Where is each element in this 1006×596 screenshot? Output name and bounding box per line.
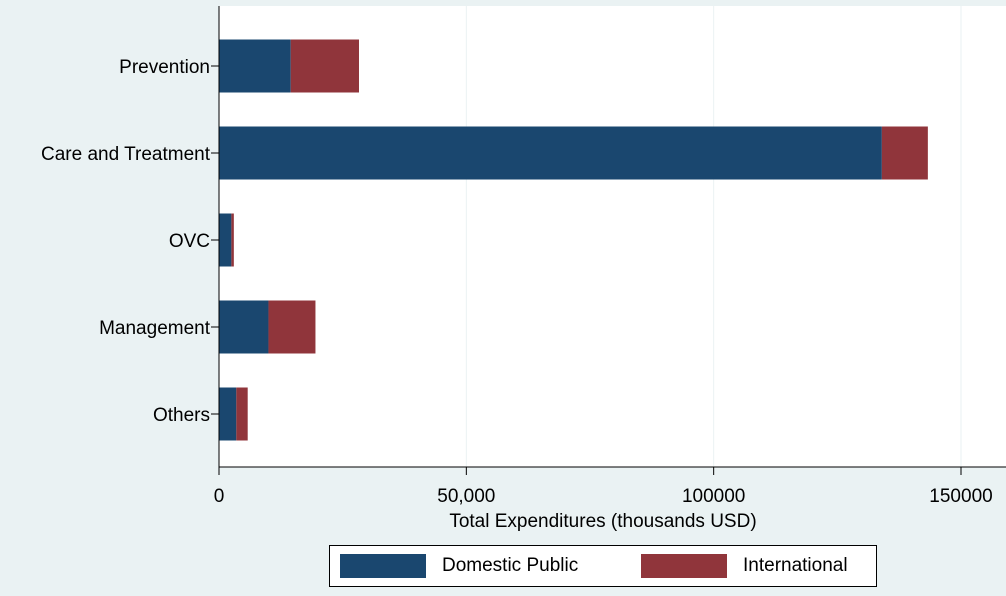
grid-lines [465, 6, 962, 467]
x-tick-label-50000: 50,000 [437, 486, 495, 507]
bar-ovc-domestic-public [219, 213, 232, 267]
y-tick-label-ovc: OVC [169, 231, 210, 252]
bar-management-international [268, 300, 316, 354]
x-axis-label: Total Expenditures (thousands USD) [449, 511, 756, 532]
bar-prevention-domestic-public [219, 39, 291, 93]
bar-others-domestic-public [219, 387, 237, 441]
bar-prevention-international [290, 39, 359, 93]
legend-item-international: International [641, 546, 848, 586]
x-tick-label-150000: 150000 [929, 486, 992, 507]
y-tick-label-care-and-treatment: Care and Treatment [41, 144, 211, 165]
y-tick-label-prevention: Prevention [119, 57, 210, 78]
y-tick-label-others: Others [153, 405, 210, 426]
x-tick-labels: 0 50,000 100000 150000 [214, 467, 993, 507]
bar-others-international [236, 387, 248, 441]
bar-care-and-treatment-domestic-public [219, 126, 882, 180]
legend-label-international: International [743, 555, 848, 576]
bar-care-and-treatment-international [881, 126, 928, 180]
bar-management-domestic-public [219, 300, 269, 354]
y-tick-labels: Prevention Care and Treatment OVC Managemen… [41, 57, 219, 426]
legend-swatch-domestic-public [340, 554, 426, 578]
legend-swatch-international [641, 554, 727, 578]
legend-item-domestic-public: Domestic Public [340, 546, 578, 586]
legend-label-domestic-public: Domestic Public [442, 555, 579, 576]
bars [219, 39, 928, 441]
y-tick-label-management: Management [99, 318, 211, 339]
x-tick-label-100000: 100000 [682, 486, 745, 507]
legend: Domestic Public International [329, 545, 877, 587]
bar-ovc-international [231, 213, 234, 267]
x-tick-label-0: 0 [214, 486, 225, 507]
